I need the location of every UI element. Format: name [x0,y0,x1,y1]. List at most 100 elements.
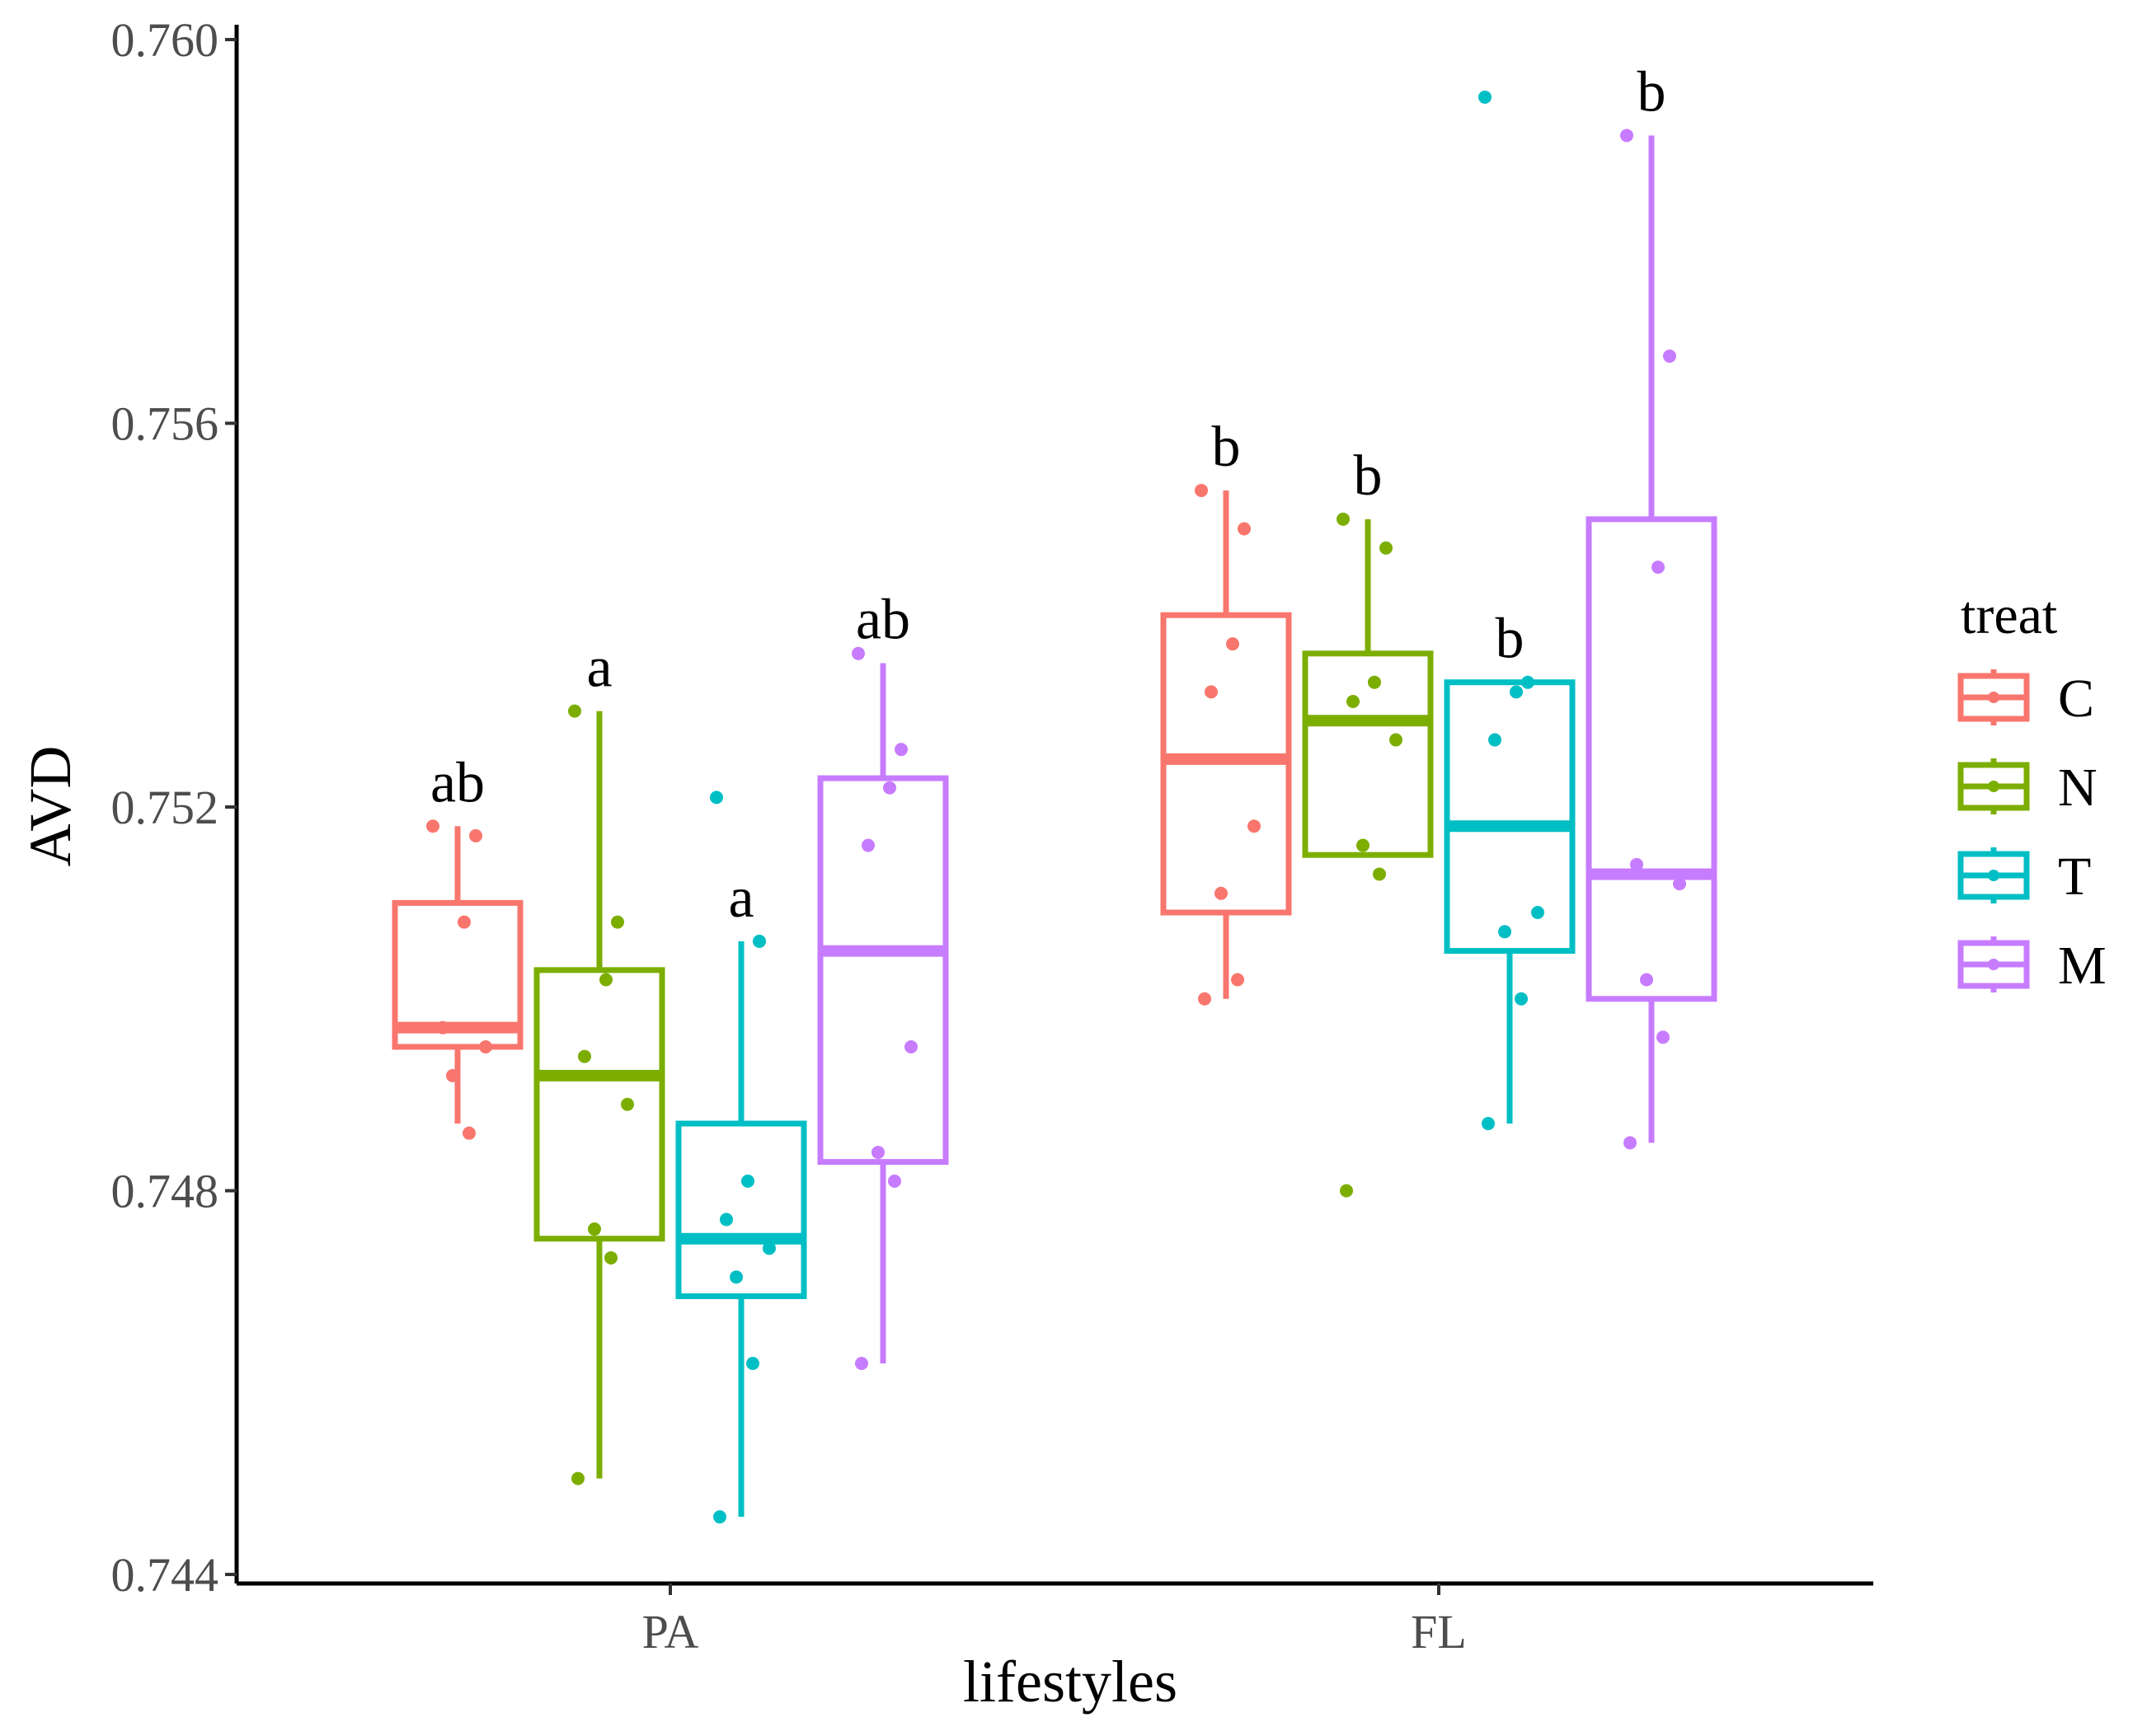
data-point [621,1097,634,1111]
box-T-PA: a [675,791,807,1524]
data-point [1478,90,1492,104]
data-point [904,1039,918,1053]
legend-key-point [1988,781,1999,792]
data-point [1373,867,1386,881]
data-point [720,1213,733,1227]
y-tick-label: 0.760 [111,13,219,67]
data-point [1620,129,1633,143]
data-point [1226,637,1239,651]
legend-key-point [1988,692,1999,703]
data-point [446,1068,459,1082]
significance-label: ab [430,751,485,814]
box-N-PA: a [533,636,665,1485]
data-point [1673,877,1686,891]
box-rect [533,967,665,1242]
legend-entry-C: C [1957,669,2094,729]
legend-label: N [2058,758,2098,818]
data-point [611,915,624,929]
box-M-PA: ab [817,588,949,1370]
significance-label: b [1212,415,1241,479]
y-tick-label: 0.756 [111,397,219,451]
data-point [713,1510,726,1524]
legend-entry-M: M [1957,936,2107,996]
data-point [469,828,482,842]
data-point [479,1039,492,1053]
data-point [746,1356,759,1370]
data-point [568,704,581,718]
data-point [1198,992,1211,1006]
significance-label: b [1496,608,1525,671]
data-point [578,1049,591,1063]
data-point [1389,733,1402,747]
legend-label: M [2058,936,2107,996]
data-point [571,1471,585,1485]
x-tick-label: PA [642,1605,699,1659]
data-point [730,1270,743,1284]
data-point [1663,350,1676,364]
data-point [1356,838,1369,852]
significance-label: a [728,866,754,930]
data-point [1482,1117,1495,1131]
y-tick-label: 0.748 [111,1165,219,1218]
data-point [1498,925,1511,939]
data-point [1488,733,1501,747]
data-point [1205,685,1218,699]
data-point [599,973,613,987]
significance-label: a [586,636,612,700]
data-point [588,1222,601,1236]
data-point [436,1020,449,1035]
data-point [1651,561,1665,575]
data-point [763,1241,776,1255]
legend-label: C [2058,669,2094,729]
data-point [1521,675,1534,689]
data-point [862,838,875,852]
box-rect [1586,516,1717,1002]
data-point [1346,694,1360,708]
data-point [426,819,439,833]
data-point [1247,819,1261,833]
data-point [1368,675,1381,689]
box-N-FL: b [1302,444,1434,1198]
legend-title: treat [1961,585,2057,645]
data-point [458,915,471,929]
data-point [1640,973,1653,987]
box-T-FL: b [1444,90,1576,1131]
data-point [1531,906,1544,920]
data-point [463,1126,476,1140]
data-point [1231,973,1244,987]
data-point [1214,886,1228,900]
data-point [1630,857,1643,871]
data-point [1510,685,1523,699]
y-axis-title: AVD [17,746,83,867]
axes: 0.744 0.748 0.752 0.756 0.760 PA FL [111,13,1873,1659]
data-point [855,1356,868,1370]
significance-label: b [1637,60,1666,124]
data-point [1238,522,1251,536]
data-point [1656,1030,1670,1044]
y-tick-label: 0.744 [111,1548,219,1602]
data-point [883,781,896,795]
box-rect [1444,679,1576,955]
legend-entry-T: T [1957,847,2091,907]
legend-label: T [2058,847,2091,907]
significance-label: ab [856,588,910,651]
data-point [1340,1184,1353,1198]
box-rect [1302,650,1434,858]
box-C-FL: b [1160,415,1292,1006]
data-point [1337,512,1350,526]
data-point [852,646,865,660]
box-rect [817,775,949,1166]
box-rect [675,1120,807,1300]
data-point [710,791,723,805]
data-point [1195,483,1208,497]
data-point [1515,992,1528,1006]
legend-key-point [1988,870,1999,881]
box-M-FL: b [1586,60,1717,1150]
data-point [604,1250,618,1264]
data-point [1379,541,1393,555]
x-axis-title: lifestyles [963,1649,1177,1715]
